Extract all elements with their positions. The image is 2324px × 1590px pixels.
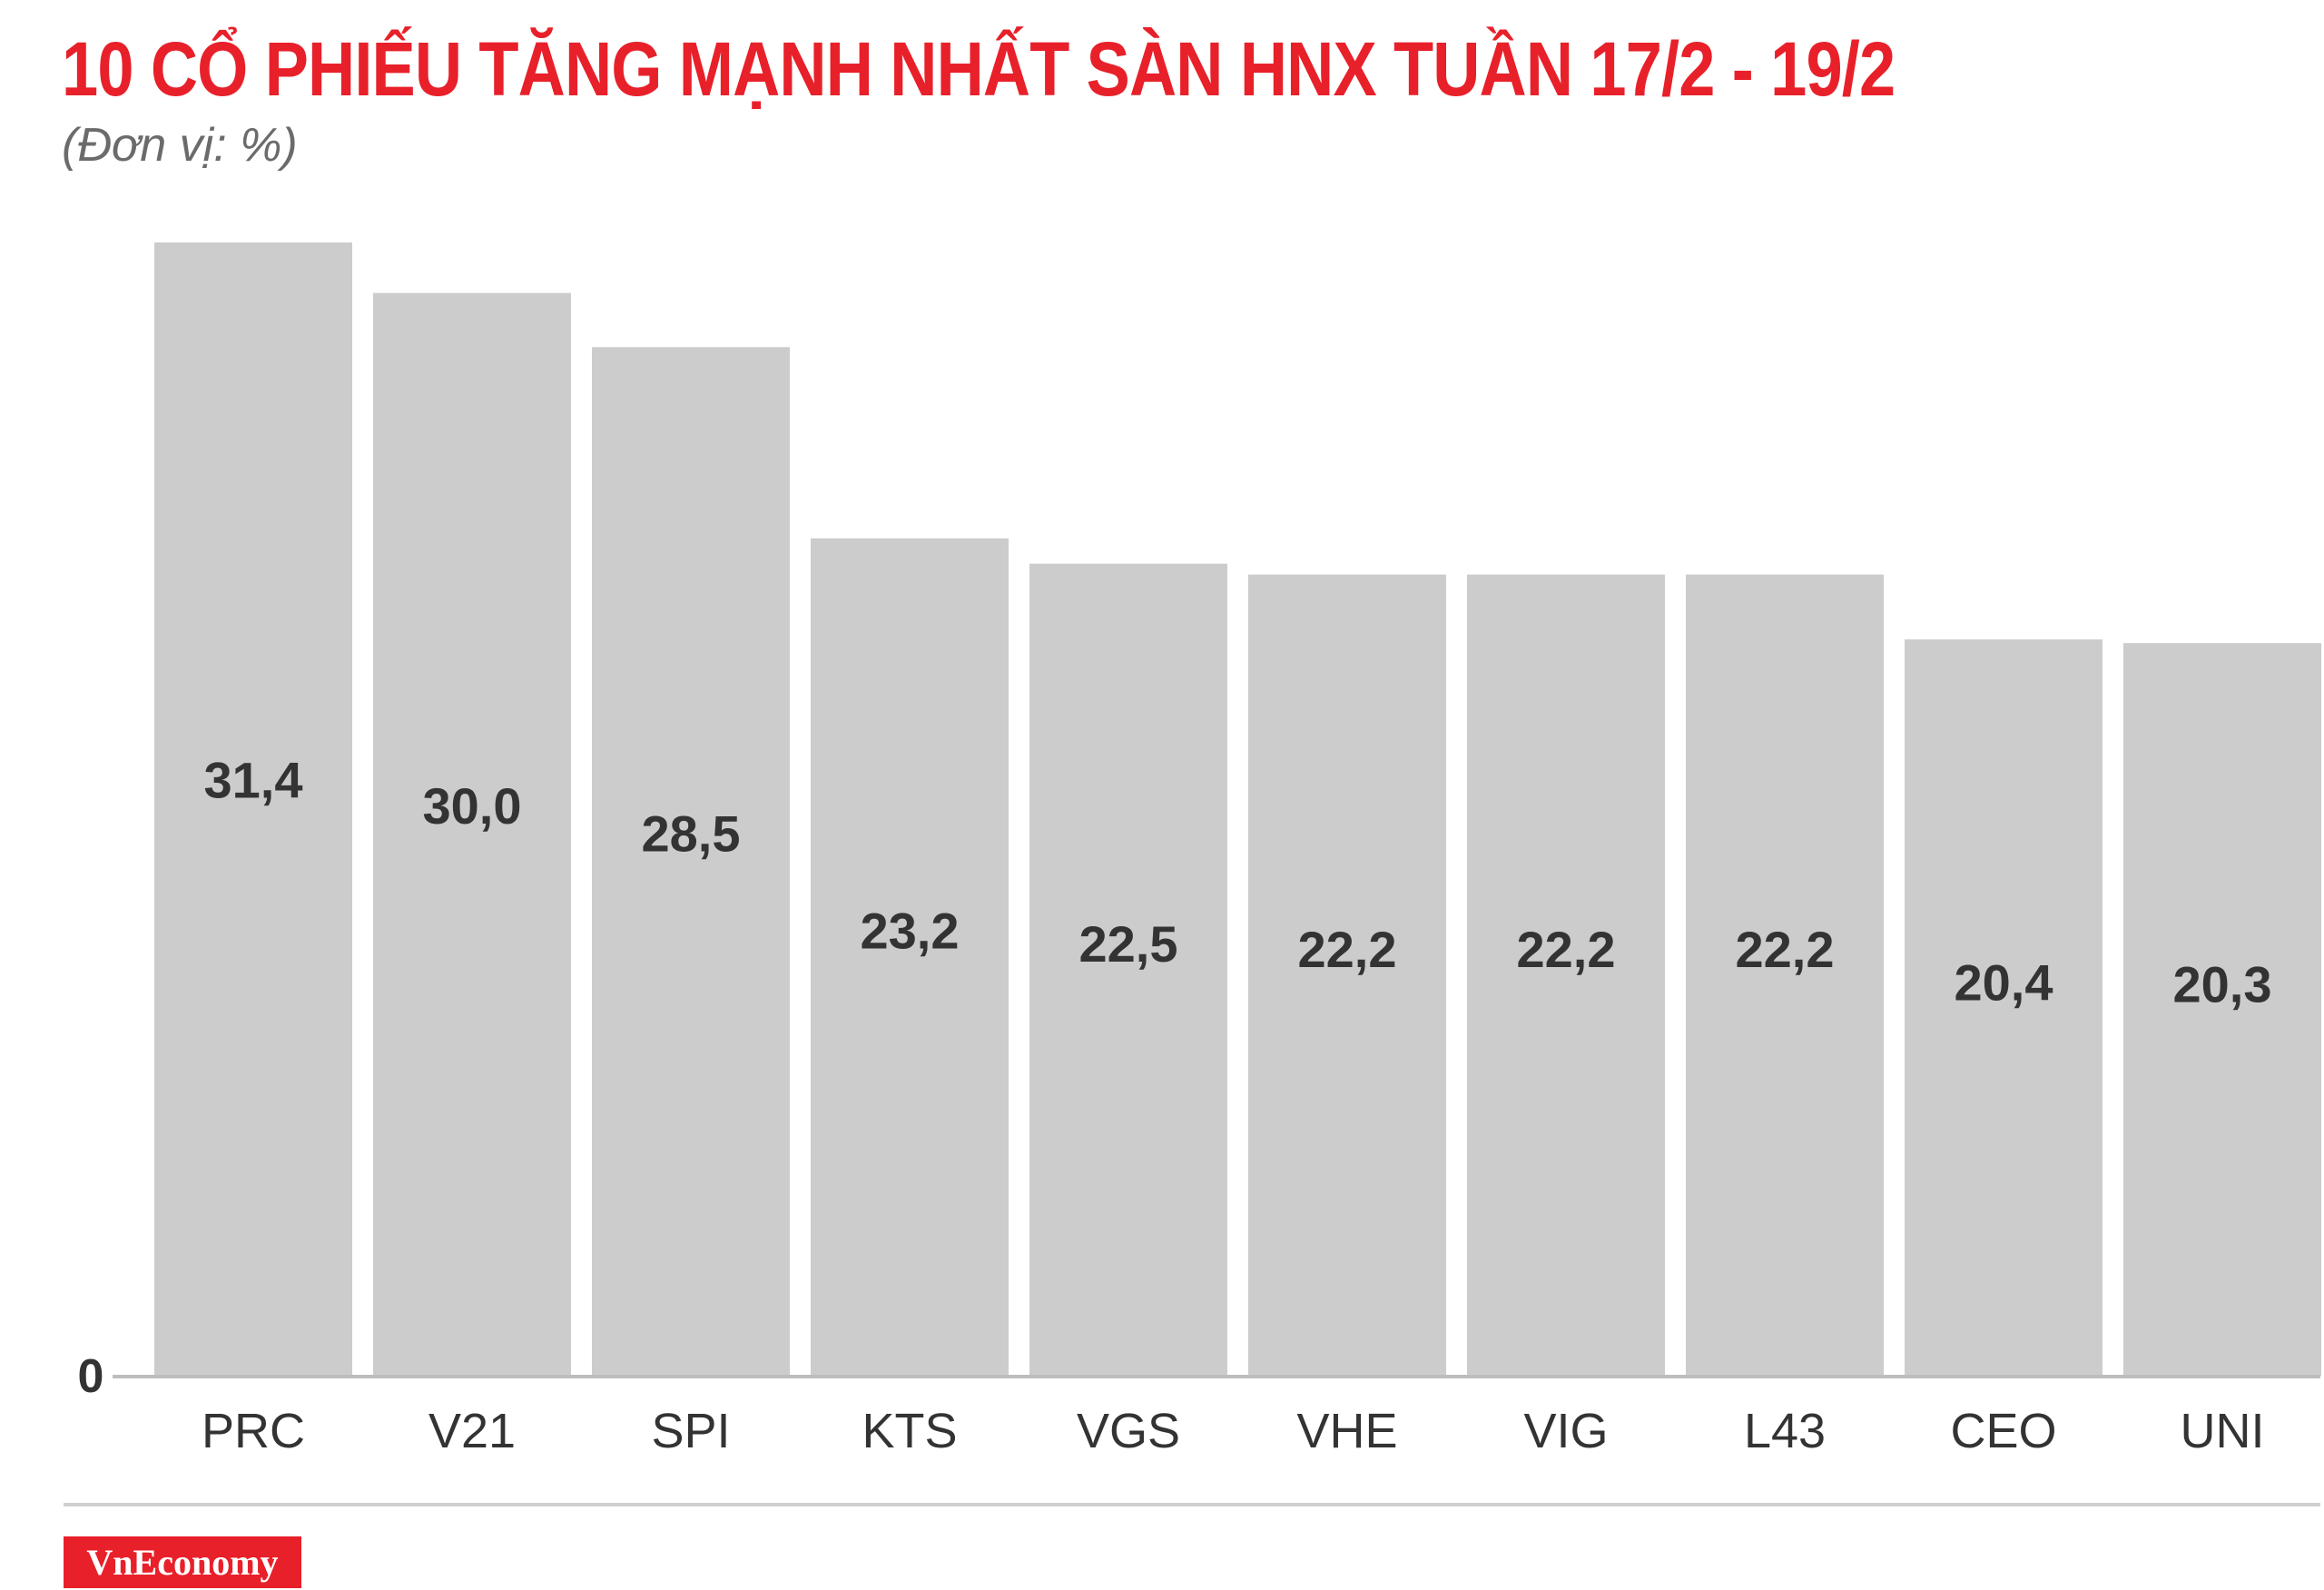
category-label-kts: KTS <box>862 1404 957 1458</box>
bar-l43 <box>1686 574 1884 1376</box>
category-label-vgs: VGS <box>1077 1404 1180 1458</box>
y-tick-label-0: 0 <box>78 1350 104 1403</box>
value-label-vgs: 22,5 <box>1079 915 1178 973</box>
bar-vgs <box>1029 563 1227 1376</box>
vneconomy-logo: VnEconomy <box>64 1536 301 1588</box>
bar-prc <box>154 242 352 1376</box>
value-label-vhe: 22,2 <box>1298 921 1397 978</box>
category-label-v21: V21 <box>428 1404 516 1458</box>
bar-vig <box>1467 574 1665 1376</box>
bar-vhe <box>1248 574 1446 1376</box>
category-label-l43: L43 <box>1744 1404 1826 1458</box>
chart-title: 10 CỔ PHIẾU TĂNG MẠNH NHẤT SÀN HNX TUẦN … <box>62 26 1896 112</box>
bar-uni <box>2123 643 2321 1376</box>
category-label-vhe: VHE <box>1296 1404 1397 1458</box>
category-label-uni: UNI <box>2181 1404 2265 1458</box>
value-label-vig: 22,2 <box>1517 921 1616 978</box>
bar-v21 <box>373 292 571 1376</box>
bar-ceo <box>1905 639 2102 1376</box>
value-label-spi: 28,5 <box>642 805 741 862</box>
bar-chart: 31,4 PRC 30,0 V21 28,5 SPI 23,2 KTS 22,5 VGS 22,2 V… <box>78 242 2321 1458</box>
category-label-ceo: CEO <box>1950 1404 2056 1458</box>
category-label-spi: SPI <box>651 1404 730 1458</box>
unit-subtitle: (Đơn vị: %) <box>62 119 298 172</box>
value-label-v21: 30,0 <box>423 777 522 835</box>
value-label-kts: 23,2 <box>861 903 960 960</box>
bar-kts <box>811 538 1009 1376</box>
bottom-divider <box>64 1503 2320 1506</box>
value-label-prc: 31,4 <box>204 752 303 809</box>
category-label-vig: VIG <box>1523 1404 1608 1458</box>
value-label-uni: 20,3 <box>2173 956 2272 1013</box>
bar-spi <box>592 347 790 1377</box>
value-label-l43: 22,2 <box>1736 921 1835 978</box>
value-label-ceo: 20,4 <box>1955 953 2053 1011</box>
category-label-prc: PRC <box>202 1404 305 1458</box>
